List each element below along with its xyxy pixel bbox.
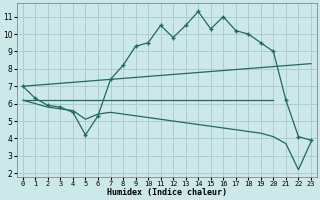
X-axis label: Humidex (Indice chaleur): Humidex (Indice chaleur) bbox=[107, 188, 227, 197]
